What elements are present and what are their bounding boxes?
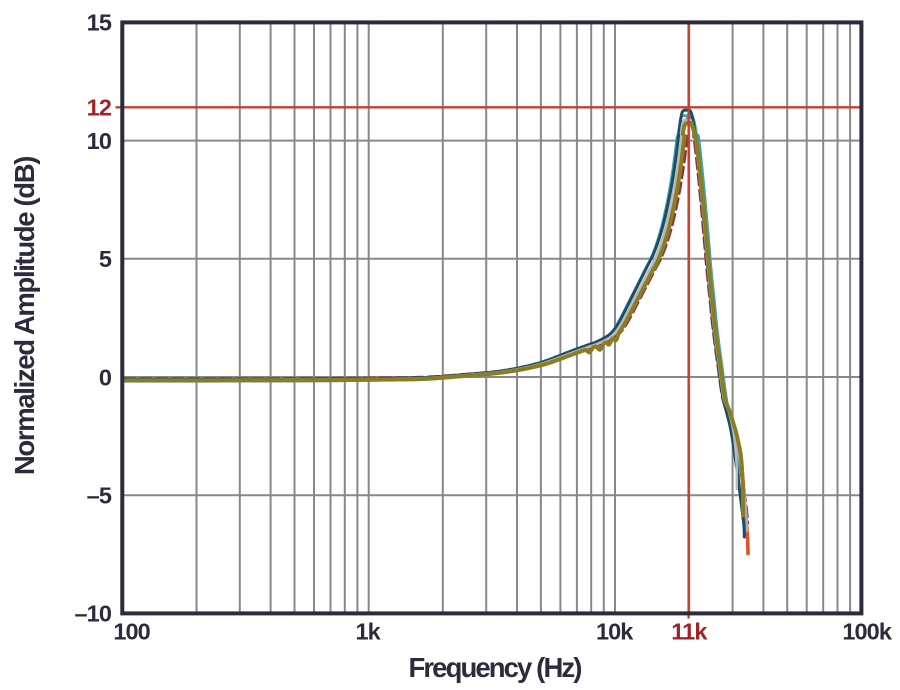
svg-text:15: 15 (87, 10, 112, 36)
svg-text:1k: 1k (356, 618, 382, 644)
svg-text:Normalized Amplitude (dB): Normalized Amplitude (dB) (9, 157, 40, 475)
svg-text:12: 12 (87, 95, 112, 121)
svg-text:–5: –5 (87, 483, 112, 509)
svg-text:0: 0 (99, 364, 112, 390)
svg-text:11k: 11k (671, 618, 708, 644)
svg-text:10: 10 (87, 128, 112, 154)
svg-text:100k: 100k (842, 618, 893, 644)
svg-text:10k: 10k (596, 618, 634, 644)
svg-text:Frequency (Hz): Frequency (Hz) (408, 652, 581, 683)
svg-text:–10: –10 (74, 601, 111, 627)
svg-text:100: 100 (113, 618, 150, 644)
svg-text:5: 5 (99, 246, 112, 272)
